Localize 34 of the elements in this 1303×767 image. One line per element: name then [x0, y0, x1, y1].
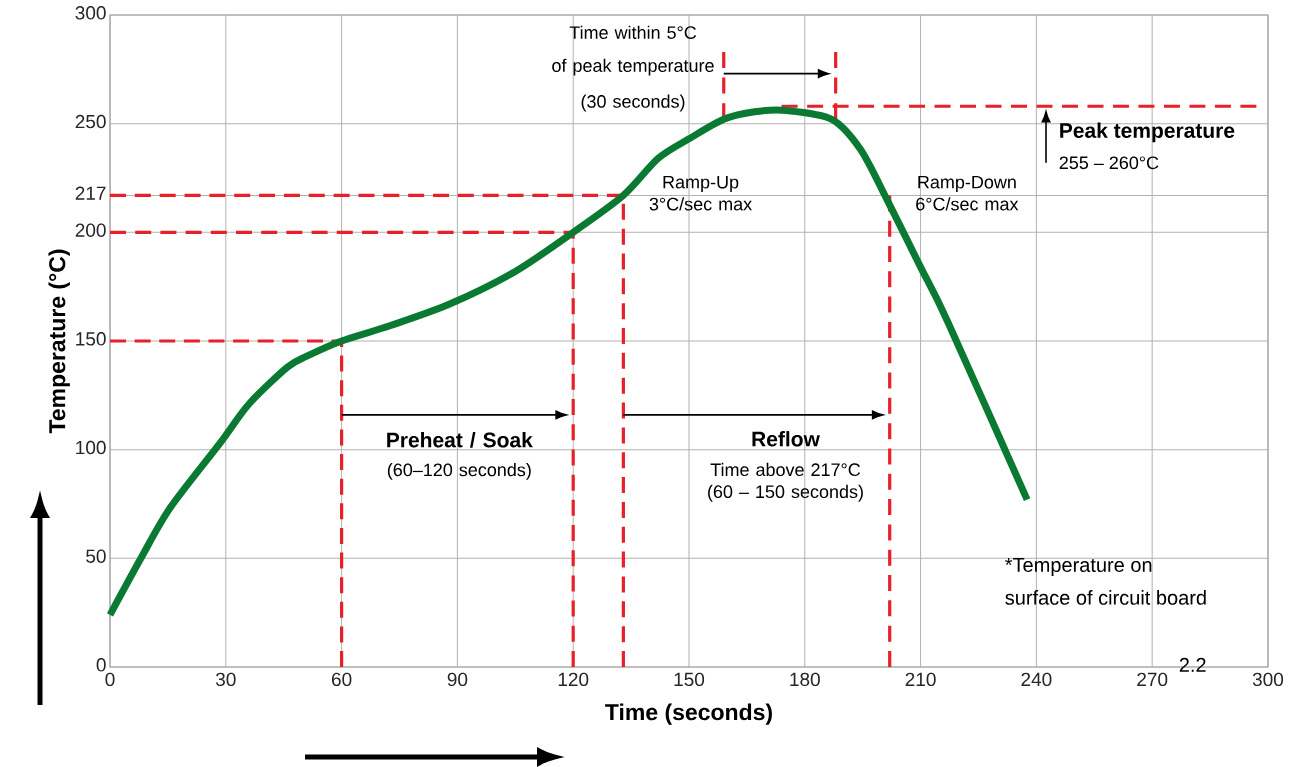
annotation: Time above 217°C (60 – 150 seconds) [708, 462, 863, 502]
x-tick-label: 210 [905, 672, 936, 687]
x-tick-label: 90 [447, 672, 468, 687]
x-tick-label: 60 [331, 672, 352, 687]
y-tick-label: 300 [75, 6, 106, 20]
y-axis-title: Temperature (°C) [48, 249, 70, 434]
x-tick-label: 300 [1252, 672, 1284, 687]
annotation: Preheat / Soak [387, 432, 533, 448]
annotation: Ramp-Down 6°C/sec max [916, 175, 1019, 211]
x-axis-title: Time (seconds) [605, 703, 772, 725]
x-tick-label: 30 [215, 672, 236, 687]
y-tick-label: 50 [86, 549, 106, 563]
annotation: 2.2 [1179, 657, 1206, 672]
annotation: surface of circuit board [1005, 590, 1206, 605]
y-tick-label: 200 [75, 223, 106, 237]
annotation: of peak temperature [552, 58, 714, 76]
annotation: Time within 5°C [569, 25, 697, 39]
y-tick-label: 100 [76, 440, 106, 455]
annotation: Peak temperature [1060, 122, 1235, 143]
annotation: (60–120 seconds) [387, 463, 531, 480]
x-tick-label: 270 [1137, 672, 1168, 687]
y-tick-label: 250 [75, 114, 106, 129]
x-tick-label: 180 [790, 672, 820, 687]
x-tick-label: 240 [1021, 672, 1052, 687]
annotation: 255 – 260°C [1059, 156, 1159, 170]
x-tick-label: 120 [558, 672, 589, 687]
annotation: *Temperature on [1005, 558, 1152, 576]
y-tick-label: 0 [96, 658, 106, 672]
x-tick-label: 150 [674, 672, 705, 687]
y-tick-label: 217 [75, 186, 106, 200]
annotation: Ramp-Up 3°C/sec max [649, 175, 752, 211]
y-tick-label: 150 [76, 332, 106, 346]
annotation: (30 seconds) [581, 94, 685, 112]
annotation: Reflow [752, 431, 820, 447]
